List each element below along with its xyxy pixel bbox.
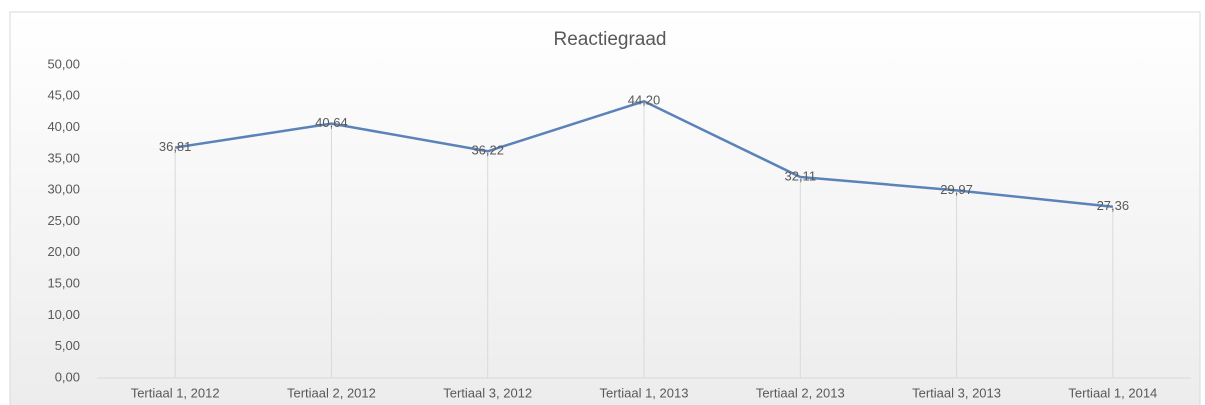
x-tick-label: Tertiaal 3, 2013 [912,385,1001,400]
data-label: 40,64 [315,115,348,130]
data-label: 29,97 [940,182,973,197]
y-tick-label: 50,00 [47,56,80,71]
x-tick-label: Tertiaal 2, 2012 [287,385,376,400]
x-tick-label: Tertiaal 1, 2013 [600,385,689,400]
data-label: 36,81 [159,139,192,154]
y-tick-label: 10,00 [47,307,80,322]
y-tick-label: 30,00 [47,182,80,197]
line [174,100,1113,208]
y-tick-label: 5,00 [55,338,80,353]
data-label: 44,20 [628,93,661,108]
data-label: 27,36 [1097,198,1130,213]
x-tick-label: Tertiaal 2, 2013 [756,385,845,400]
y-tick-label: 40,00 [47,119,80,134]
data-label: 36,22 [471,143,504,158]
y-tick-label: 0,00 [55,369,80,384]
x-tick-label: Tertiaal 1, 2012 [131,385,220,400]
chart-title: Reactiegraad [553,29,666,50]
y-tick-label: 15,00 [47,276,80,291]
y-tick-label: 45,00 [47,88,80,103]
data-label: 32,11 [784,168,816,183]
x-tick-label: Tertiaal 1, 2014 [1068,385,1157,400]
chart-area [9,11,1201,405]
y-tick-label: 35,00 [47,150,80,165]
x-tick-label: Tertiaal 3, 2012 [443,385,532,400]
y-tick-label: 20,00 [47,244,80,259]
y-tick-label: 25,00 [47,213,80,228]
